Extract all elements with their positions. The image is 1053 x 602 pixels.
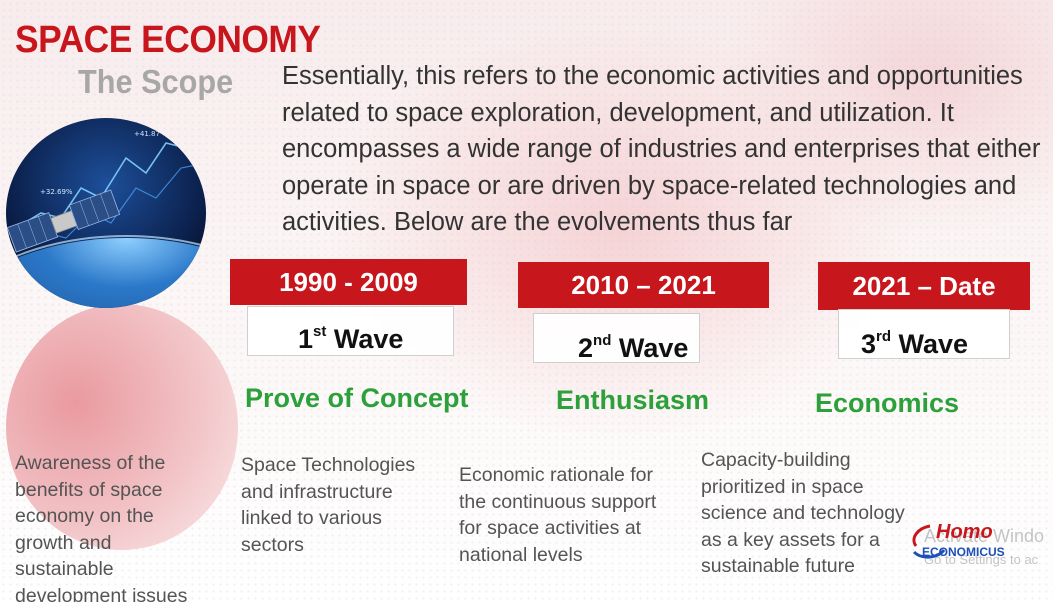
page-title: SPACE ECONOMY: [15, 19, 321, 61]
logo-text-homo: Homo: [936, 521, 993, 543]
satellite-earth-image: +41.87 +32.69%: [6, 118, 206, 308]
activate-windows-hint: Go to Settings to ac: [924, 552, 1039, 567]
wave-2-label: 2nd Wave: [533, 313, 700, 363]
description-wave-1: Space Technologies and infrastructure li…: [241, 454, 416, 556]
wave-1-number: 1: [298, 324, 314, 354]
image-label-top: +41.87: [134, 130, 160, 138]
wave-3-label: 3rd Wave: [838, 309, 1010, 359]
logo-text-economicus: ECONOMICUS: [922, 545, 1005, 559]
homo-economicus-logo: Homo ECONOMICUS: [908, 516, 1038, 566]
description-wave-3: Capacity-building prioritized in space s…: [701, 449, 905, 577]
description-awareness: Awareness of the benefits of space econo…: [15, 452, 188, 602]
wave-1-phase: Prove of Concept: [245, 383, 469, 413]
description-wave-2: Economic rationale for the continuous su…: [459, 464, 657, 566]
wave-2-period: 2010 – 2021: [518, 262, 769, 308]
wave-3-period: 2021 – Date: [818, 262, 1030, 310]
wave-2-phase: Enthusiasm: [556, 385, 710, 415]
wave-2-word: Wave: [618, 333, 689, 363]
decorative-circle: [6, 304, 238, 550]
satellite-illustration: +41.87 +32.69%: [6, 118, 206, 308]
wave-3-suffix: rd: [876, 328, 892, 345]
activate-windows-watermark: Activate Windo: [924, 526, 1045, 546]
wave-1-word: Wave: [333, 324, 404, 354]
intro-paragraph: Essentially, this refers to the economic…: [282, 62, 1041, 236]
wave-3-number: 3: [861, 329, 877, 359]
wave-1-suffix: st: [313, 323, 327, 340]
page-subtitle: The Scope: [78, 63, 234, 100]
wave-3-word: Wave: [898, 329, 969, 359]
wave-3-phase: Economics: [815, 388, 960, 418]
wave-1-period: 1990 - 2009: [230, 259, 467, 305]
image-label-left: +32.69%: [40, 188, 73, 196]
wave-2-suffix: nd: [593, 332, 612, 349]
wave-1-label: 1st Wave: [247, 306, 454, 356]
wave-2-number: 2: [578, 333, 594, 363]
